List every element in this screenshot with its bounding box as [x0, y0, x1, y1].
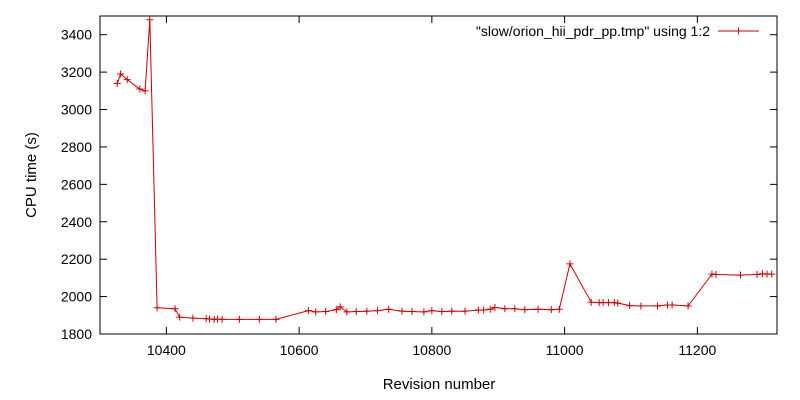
y-tick-label: 2800: [61, 139, 92, 155]
data-point: [491, 303, 499, 311]
y-tick-label: 3000: [61, 102, 92, 118]
data-point: [123, 76, 131, 84]
data-point: [304, 307, 312, 315]
x-tick-label: 10800: [412, 342, 451, 358]
data-point: [385, 305, 393, 313]
data-point: [438, 308, 446, 316]
data-point: [373, 307, 381, 315]
data-point: [486, 305, 494, 313]
legend: "slow/orion_hii_pdr_pp.tmp" using 1:2: [476, 23, 759, 39]
data-point: [428, 307, 436, 315]
y-axis: 1800 2000 2200 2400 2600 2800 3000 3200 3400: [61, 27, 777, 342]
data-point: [113, 79, 121, 87]
data-point: [343, 308, 351, 316]
data-point: [322, 308, 330, 316]
series-line: [116, 19, 772, 320]
data-point: [610, 299, 618, 307]
data-point: [448, 307, 456, 315]
data-point: [712, 271, 720, 279]
data-point: [272, 315, 280, 323]
data-point: [566, 260, 574, 268]
data-point: [176, 313, 184, 321]
data-point: [332, 306, 340, 314]
data-point: [146, 16, 154, 24]
data-point: [501, 305, 509, 313]
data-point: [587, 298, 595, 306]
data-point: [668, 301, 676, 309]
x-axis-label: Revision number: [383, 376, 496, 393]
x-tick-label: 11200: [678, 342, 716, 358]
data-point: [555, 305, 563, 313]
data-point: [654, 302, 662, 310]
data-point: [235, 315, 243, 323]
data-point: [461, 307, 469, 315]
data-point: [511, 305, 519, 313]
y-tick-label: 3400: [61, 27, 92, 43]
x-tick-label: 11000: [546, 342, 584, 358]
data-point: [753, 271, 761, 279]
data-point: [534, 305, 542, 313]
data-point: [604, 299, 612, 307]
data-point: [614, 299, 622, 307]
data-point: [141, 87, 149, 95]
x-axis: 10400 10600 10800 11000 11200: [147, 16, 717, 358]
x-tick-label: 10400: [147, 342, 186, 358]
y-tick-label: 3200: [61, 64, 92, 80]
data-point: [637, 302, 645, 310]
data-point: [768, 270, 776, 278]
data-point: [336, 303, 344, 311]
data-point: [547, 306, 555, 314]
data-point: [171, 305, 179, 313]
data-point: [521, 306, 529, 314]
data-point: [352, 308, 360, 316]
data-point: [684, 302, 692, 310]
y-tick-label: 2000: [61, 289, 92, 305]
data-point: [255, 315, 263, 323]
data-point: [363, 307, 371, 315]
legend-marker-plus: [735, 27, 742, 35]
y-tick-label: 2600: [61, 176, 92, 192]
data-point: [398, 307, 406, 315]
data-point: [312, 308, 320, 316]
data-point: [736, 271, 744, 279]
y-axis-label: CPU time (s): [23, 132, 40, 218]
data-point: [117, 70, 125, 78]
data-point: [153, 304, 161, 312]
data-point: [420, 308, 428, 316]
data-point: [480, 306, 488, 314]
legend-label: "slow/orion_hii_pdr_pp.tmp" using 1:2: [476, 23, 710, 39]
legend-marker-stroke: [735, 27, 742, 35]
data-point: [218, 315, 226, 323]
y-tick-label: 2400: [61, 214, 92, 230]
plot-frame: [99, 15, 778, 335]
data-point: [408, 308, 416, 316]
y-tick-label: 1800: [61, 326, 92, 342]
x-tick-label: 10600: [280, 342, 319, 358]
series-layer: [113, 16, 776, 323]
data-point: [626, 302, 634, 310]
data-point: [189, 314, 197, 322]
y-tick-label: 2200: [61, 251, 92, 267]
data-point: [136, 85, 144, 93]
